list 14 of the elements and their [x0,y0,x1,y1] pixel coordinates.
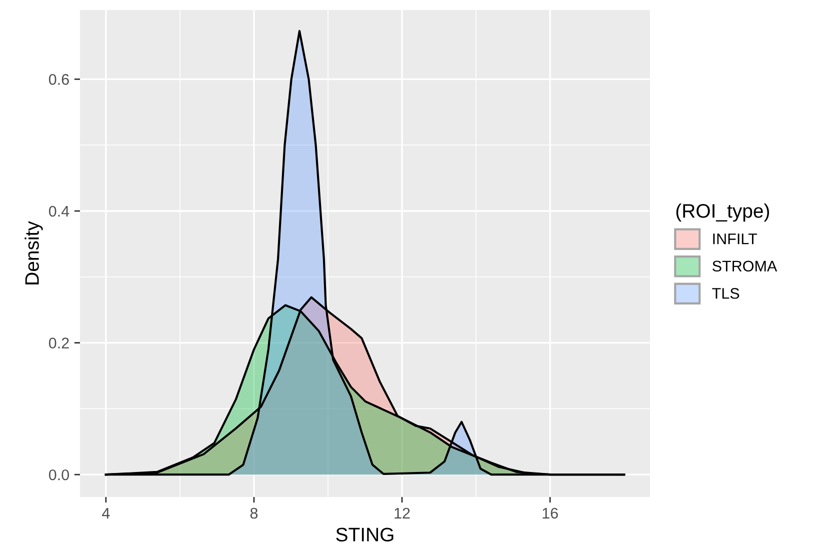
legend-label: TLS [712,288,740,299]
y-tick-label: 0.0 [48,469,69,480]
y-tick-label: 0.2 [48,338,69,348]
y-tick-label: 0.6 [48,74,69,85]
x-tick-label: 16 [542,508,558,519]
y-tick-label: 0.4 [48,206,70,217]
x-tick-label: 4 [102,508,110,518]
legend-title: (ROI_type) [676,204,770,222]
x-axis-title: STING [336,528,394,542]
legend-label: INFILT [713,234,758,244]
x-tick-label: 8 [250,508,258,519]
x-tick-label: 12 [394,508,410,518]
legend-label: STROMA [712,260,778,272]
y-axis-title: Density [24,221,43,284]
